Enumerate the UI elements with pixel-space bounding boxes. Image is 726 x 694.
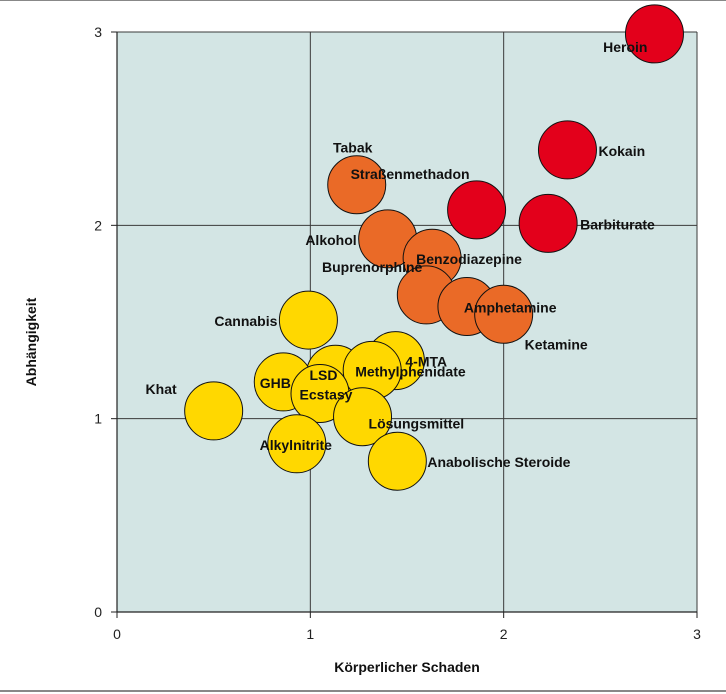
label-ecstasy: Ecstasy bbox=[300, 387, 353, 403]
label-lsd: LSD bbox=[309, 367, 337, 383]
label-ketamine: Ketamine bbox=[525, 336, 588, 352]
point-anabolische-steroide bbox=[367, 431, 427, 491]
y-tick-label: 2 bbox=[94, 217, 102, 233]
y-tick-label: 0 bbox=[94, 604, 102, 620]
x-tick-labels: 0 1 2 3 bbox=[113, 612, 701, 642]
label-ghb: GHB bbox=[260, 375, 291, 391]
point-alkylnitrite bbox=[267, 414, 327, 474]
frame-top-border bbox=[0, 0, 726, 1]
point-cannabis bbox=[278, 290, 338, 350]
label-strassenmethadon: Straßenmethadon bbox=[351, 166, 470, 182]
y-tick-label: 3 bbox=[94, 24, 102, 40]
point-heroin bbox=[624, 4, 684, 64]
label-alkohol: Alkohol bbox=[305, 232, 356, 248]
label-4-mta: 4-MTA bbox=[405, 354, 447, 370]
label-benzodiazepine: Benzodiazepine bbox=[416, 251, 522, 267]
y-tick-label: 1 bbox=[94, 411, 102, 427]
x-tick-label: 0 bbox=[113, 626, 121, 642]
x-tick-label: 1 bbox=[306, 626, 314, 642]
point-labels: Heroin Kokain Straßenmethadon Barbiturate Ta… bbox=[146, 39, 655, 470]
point-khat bbox=[184, 381, 244, 441]
label-buprenorphine: Buprenorphine bbox=[322, 259, 423, 275]
axes bbox=[116, 32, 697, 613]
label-anabolische-steroide: Anabolische Steroide bbox=[427, 454, 570, 470]
x-tick-label: 3 bbox=[693, 626, 701, 642]
point-kokain bbox=[537, 120, 597, 180]
y-tick-labels: 0 1 2 3 bbox=[94, 24, 117, 620]
x-tick-label: 2 bbox=[500, 626, 508, 642]
plot-area bbox=[117, 32, 697, 612]
data-points bbox=[184, 4, 684, 491]
label-losungsmittel: Lösungsmittel bbox=[369, 416, 465, 432]
label-cannabis: Cannabis bbox=[214, 313, 277, 329]
label-methylphenidate: Methylphenidate bbox=[355, 363, 466, 379]
x-axis-label: Körperlicher Schaden bbox=[334, 659, 480, 675]
label-amphetamine: Amphetamine bbox=[464, 300, 557, 316]
frame-bottom-border bbox=[0, 690, 726, 692]
point-ketamine bbox=[474, 284, 534, 344]
point-barbiturate bbox=[518, 193, 578, 253]
label-heroin: Heroin bbox=[603, 39, 647, 55]
label-tabak: Tabak bbox=[333, 140, 373, 156]
label-kokain: Kokain bbox=[598, 143, 645, 159]
label-khat: Khat bbox=[146, 381, 177, 397]
point-tabak bbox=[327, 155, 387, 215]
label-barbiturate: Barbiturate bbox=[580, 216, 655, 232]
point-strassenmethadon bbox=[447, 180, 507, 240]
label-alkylnitrite: Alkylnitrite bbox=[260, 437, 333, 453]
point-losungsmittel bbox=[333, 387, 393, 447]
y-axis-label: Abhängigkeit bbox=[23, 297, 39, 386]
